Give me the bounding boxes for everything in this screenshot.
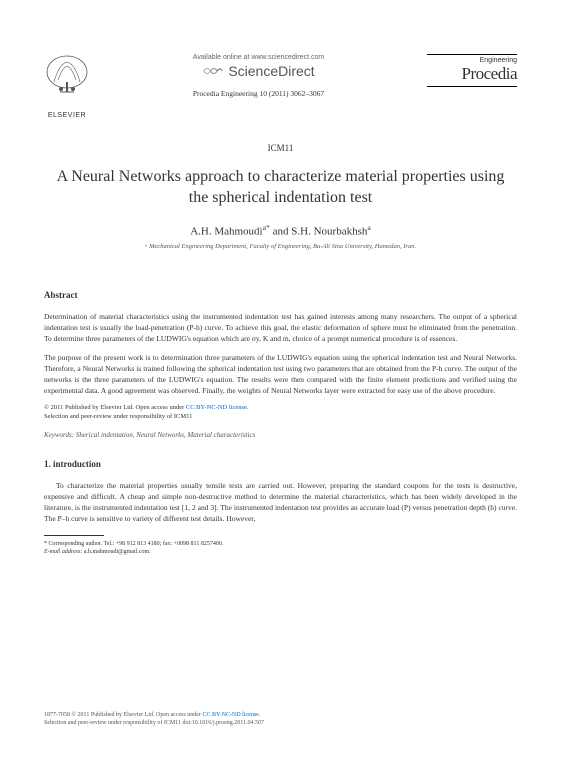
abstract-paragraph-2: The purpose of the present work is to de… xyxy=(44,353,517,397)
email-line: E-mail address: a.h.mahmoudi@gmail.com. xyxy=(44,548,517,556)
copyright-text-1: © 2011 Published by Elsevier Ltd. Open a… xyxy=(44,404,186,411)
abstract-heading: Abstract xyxy=(44,290,517,300)
copyright-text-2: Selection and peer-review under responsi… xyxy=(44,413,192,420)
sciencedirect-text: ScienceDirect xyxy=(228,63,314,79)
license-link[interactable]: CC BY-NC-ND license. xyxy=(186,404,249,411)
authors: A.H. Mahmoudia* and S.H. Nourbakhsha xyxy=(44,223,517,238)
author-1-affil: a* xyxy=(263,223,270,232)
author-2-affil: a xyxy=(367,223,370,232)
elsevier-label: ELSEVIER xyxy=(44,112,90,119)
conference-name: ICM11 xyxy=(44,143,517,153)
intro-heading: 1. introduction xyxy=(44,459,517,469)
paper-page: ELSEVIER Available online at www.science… xyxy=(0,0,561,587)
sciencedirect-row: ScienceDirect xyxy=(90,63,427,79)
email-address: a.h.mahmoudi@gmail.com. xyxy=(84,549,151,555)
footnote: * Corresponding author. Tel.: +98 912 81… xyxy=(44,540,517,557)
available-online-text: Available online at www.sciencedirect.co… xyxy=(90,54,427,61)
procedia-supertitle: Engineering xyxy=(427,54,517,64)
footnote-rule xyxy=(44,535,104,536)
journal-reference: Procedia Engineering 10 (2011) 3062–3067 xyxy=(90,89,427,98)
corresponding-author: * Corresponding author. Tel.: +98 912 81… xyxy=(44,540,517,548)
elsevier-logo-block: ELSEVIER xyxy=(44,54,90,119)
author-and: and S.H. Nourbakhsh xyxy=(270,225,367,237)
elsevier-tree-icon xyxy=(44,54,90,104)
sciencedirect-icon xyxy=(202,64,224,78)
footer-issn: 1877-7058 © 2011 Published by Elsevier L… xyxy=(44,712,202,718)
copyright-block: © 2011 Published by Elsevier Ltd. Open a… xyxy=(44,404,517,421)
intro-paragraph: To characterize the material properties … xyxy=(44,481,517,525)
center-header: Available online at www.sciencedirect.co… xyxy=(90,54,427,98)
procedia-title: Procedia xyxy=(427,64,517,87)
email-label: E-mail address: xyxy=(44,549,84,555)
page-footer: 1877-7058 © 2011 Published by Elsevier L… xyxy=(44,712,517,728)
procedia-logo: Engineering Procedia xyxy=(427,54,517,87)
abstract-paragraph-1: Determination of material characteristic… xyxy=(44,312,517,345)
paper-title: A Neural Networks approach to characteri… xyxy=(44,167,517,209)
footer-doi: Selection and peer-review under responsi… xyxy=(44,720,264,726)
author-1: A.H. Mahmoudi xyxy=(190,225,262,237)
header-row: ELSEVIER Available online at www.science… xyxy=(44,54,517,119)
keywords: Keywords: Sherical indentation, Neural N… xyxy=(44,431,517,439)
affiliation: ᵃ Mechanical Engineering Department, Fac… xyxy=(44,243,517,250)
footer-license-link[interactable]: CC BY-NC-ND license. xyxy=(202,712,260,718)
